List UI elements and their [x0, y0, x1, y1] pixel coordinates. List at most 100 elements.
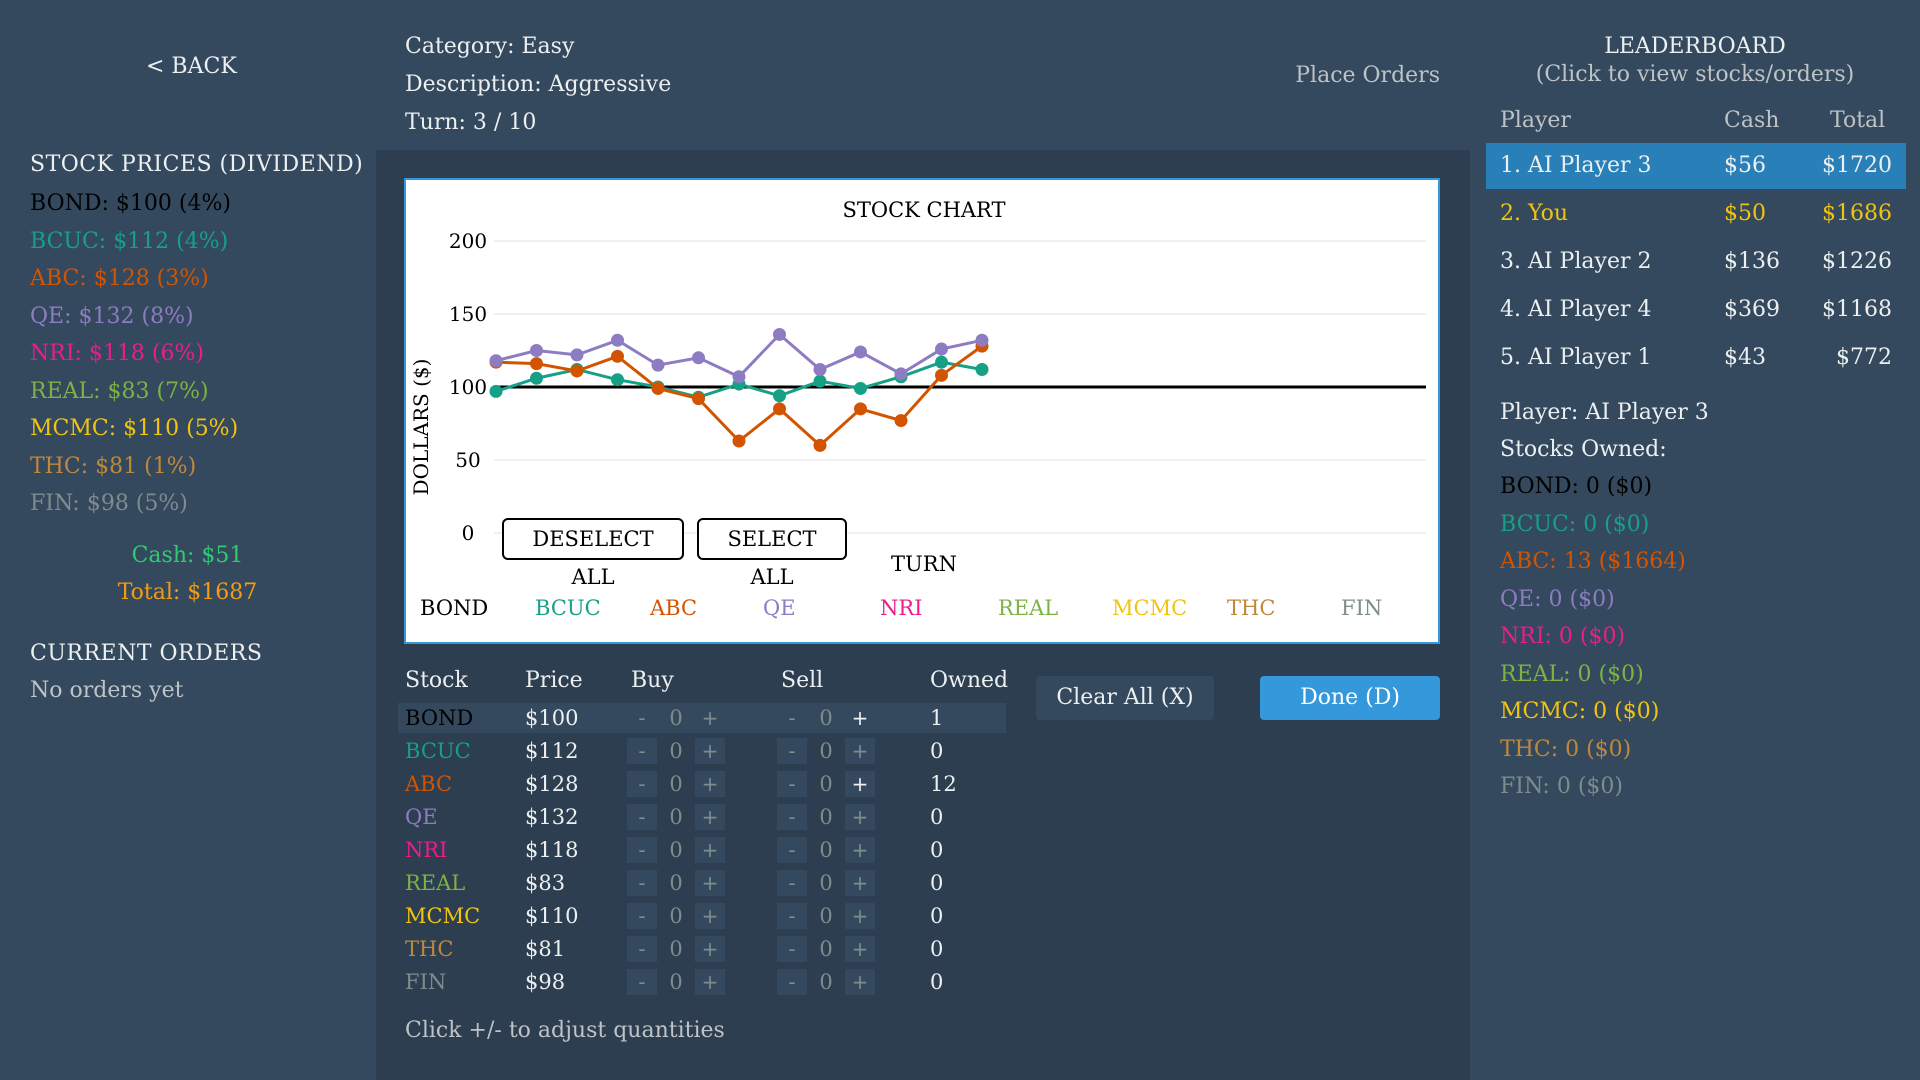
leaderboard-row[interactable]: 4. AI Player 4 $369 $1168	[1486, 287, 1906, 333]
sell-minus-button[interactable]: -	[777, 738, 807, 764]
sell-minus-button[interactable]: -	[777, 870, 807, 896]
sell-quantity: 0	[819, 772, 833, 796]
sell-minus-button[interactable]: -	[777, 804, 807, 830]
legend-thc[interactable]: THC	[1227, 596, 1276, 620]
data-point-abc	[732, 434, 746, 448]
sell-plus-button[interactable]: +	[845, 804, 875, 830]
sell-plus-button[interactable]: +	[845, 738, 875, 764]
legend-bcuc[interactable]: BCUC	[535, 596, 601, 620]
lb-col-total: Total	[1830, 108, 1886, 133]
buy-plus-button[interactable]: +	[695, 771, 725, 797]
buy-minus-button[interactable]: -	[627, 936, 657, 962]
buy-minus-button[interactable]: -	[627, 969, 657, 995]
stock-price-item: REAL: $83 (7%)	[30, 378, 209, 404]
table-row[interactable]: ABC $128-0 + -0 +12	[398, 769, 1006, 799]
lb-player-total: $1168	[1822, 297, 1892, 322]
buy-plus-button[interactable]: +	[695, 969, 725, 995]
buy-plus-button[interactable]: +	[695, 804, 725, 830]
leaderboard-row[interactable]: 2. You $50 $1686	[1486, 191, 1906, 237]
buy-minus-button[interactable]: -	[627, 804, 657, 830]
table-row[interactable]: THC $81-0 + -0 +0	[398, 934, 1006, 964]
legend-bond[interactable]: BOND	[420, 596, 489, 620]
data-point-abc	[651, 381, 665, 395]
hint-text: Click +/- to adjust quantities	[405, 1018, 725, 1043]
select-all-button[interactable]: SELECT ALL	[697, 518, 847, 589]
sell-plus-button[interactable]: +	[845, 936, 875, 962]
buy-plus-button[interactable]: +	[695, 705, 725, 731]
sell-minus-button[interactable]: -	[777, 837, 807, 863]
data-point-qe	[773, 327, 786, 341]
sell-quantity: 0	[819, 970, 833, 994]
table-row[interactable]: QE $132-0 + -0 +0	[398, 802, 1006, 832]
buy-minus-button[interactable]: -	[627, 705, 657, 731]
legend-mcmc[interactable]: MCMC	[1112, 596, 1188, 620]
buy-minus-button[interactable]: -	[627, 771, 657, 797]
row-stock: MCMC	[405, 904, 481, 928]
buy-minus-button[interactable]: -	[627, 738, 657, 764]
table-row[interactable]: REAL $83-0 + -0 +0	[398, 868, 1006, 898]
row-owned: 0	[930, 904, 944, 928]
row-owned: 0	[930, 805, 944, 829]
table-row[interactable]: BCUC $112-0 + -0 +0	[398, 736, 1006, 766]
leaderboard-row[interactable]: 3. AI Player 2 $136 $1226	[1486, 239, 1906, 285]
buy-plus-button[interactable]: +	[695, 870, 725, 896]
buy-quantity: 0	[669, 871, 683, 895]
buy-plus-button[interactable]: +	[695, 837, 725, 863]
buy-minus-button[interactable]: -	[627, 903, 657, 929]
sell-minus-button[interactable]: -	[777, 903, 807, 929]
buy-quantity: 0	[669, 970, 683, 994]
legend-abc[interactable]: ABC	[650, 596, 698, 620]
sell-minus-button[interactable]: -	[777, 969, 807, 995]
y-tick-label: 150	[449, 302, 487, 326]
stock-price-item: FIN: $98 (5%)	[30, 491, 188, 516]
sell-plus-button[interactable]: +	[845, 837, 875, 863]
row-owned: 0	[930, 871, 944, 895]
sell-minus-button[interactable]: -	[777, 936, 807, 962]
legend-qe[interactable]: QE	[763, 596, 796, 620]
buy-quantity: 0	[669, 772, 683, 796]
data-point-abc	[813, 438, 827, 452]
sell-plus-button[interactable]: +	[845, 771, 875, 797]
sell-plus-button[interactable]: +	[845, 903, 875, 929]
buy-plus-button[interactable]: +	[695, 903, 725, 929]
row-stock: NRI	[405, 838, 448, 862]
buy-minus-button[interactable]: -	[627, 837, 657, 863]
leaderboard-row[interactable]: 5. AI Player 1 $43 $772	[1486, 335, 1906, 381]
sell-plus-button[interactable]: +	[845, 870, 875, 896]
sell-quantity: 0	[819, 871, 833, 895]
buy-plus-button[interactable]: +	[695, 936, 725, 962]
table-row[interactable]: NRI $118-0 + -0 +0	[398, 835, 1006, 865]
lb-col-player: Player	[1500, 108, 1571, 133]
col-stock: Stock	[405, 668, 468, 693]
legend-nri[interactable]: NRI	[880, 596, 923, 620]
owned-stock-item: BCUC: 0 ($0)	[1500, 511, 1650, 537]
data-point-qe	[975, 333, 989, 347]
table-row[interactable]: FIN $98-0 + -0 +0	[398, 967, 1006, 997]
sell-quantity: 0	[819, 805, 833, 829]
deselect-all-button[interactable]: DESELECT ALL	[502, 518, 684, 589]
done-button[interactable]: Done (D)	[1260, 676, 1440, 720]
sell-quantity: 0	[819, 904, 833, 928]
back-button[interactable]: < BACK	[146, 54, 237, 79]
row-owned: 0	[930, 838, 944, 862]
legend-fin[interactable]: FIN	[1341, 596, 1383, 620]
row-price: $98	[525, 970, 566, 994]
row-price: $118	[525, 838, 579, 862]
leaderboard-row[interactable]: 1. AI Player 3 $56 $1720	[1486, 143, 1906, 189]
buy-plus-button[interactable]: +	[695, 738, 725, 764]
stock-price-item: BCUC: $112 (4%)	[30, 228, 229, 254]
data-point-bcuc	[975, 362, 989, 376]
sell-plus-button[interactable]: +	[845, 969, 875, 995]
col-owned: Owned	[930, 668, 1009, 693]
buy-minus-button[interactable]: -	[627, 870, 657, 896]
legend-real[interactable]: REAL	[998, 596, 1059, 620]
sell-minus-button[interactable]: -	[777, 771, 807, 797]
sell-minus-button[interactable]: -	[777, 705, 807, 731]
data-point-qe	[692, 351, 705, 365]
y-tick-label: 0	[462, 521, 475, 545]
table-row[interactable]: BOND $100-0 + -0 +1	[398, 703, 1006, 733]
clear-all-button[interactable]: Clear All (X)	[1036, 676, 1214, 720]
sell-plus-button[interactable]: +	[845, 705, 875, 731]
table-row[interactable]: MCMC $110-0 + -0 +0	[398, 901, 1006, 931]
col-buy: Buy	[631, 668, 674, 693]
